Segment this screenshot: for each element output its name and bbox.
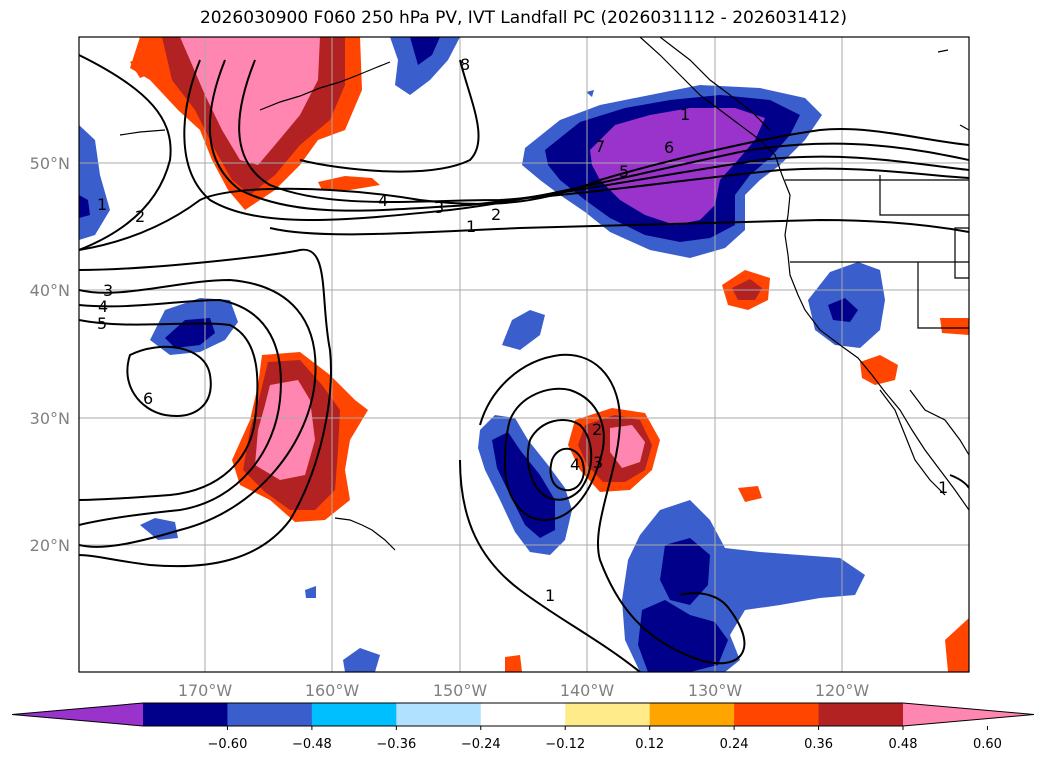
colorbar-tick-label: −0.48 bbox=[292, 737, 332, 752]
lon-label: 170°W bbox=[178, 681, 233, 700]
coastlines bbox=[119, 37, 969, 551]
contour-label: 4 bbox=[378, 191, 388, 210]
colorbar-segment bbox=[311, 703, 397, 726]
longitude-labels: 170°W 160°W 150°W 140°W 130°W 120°W bbox=[178, 681, 870, 700]
lat-label: 30°N bbox=[30, 409, 70, 428]
lon-label: 150°W bbox=[433, 681, 488, 700]
contour-label: 1 bbox=[545, 586, 555, 605]
lon-label: 140°W bbox=[560, 681, 615, 700]
colorbar-segment bbox=[480, 703, 566, 726]
colorbar-segment bbox=[734, 703, 820, 726]
colorbar-tick-label: 0.24 bbox=[720, 737, 749, 752]
colorbar-outline bbox=[11, 702, 1035, 727]
contour-label: 1 bbox=[466, 217, 476, 236]
contour-label: 6 bbox=[664, 138, 674, 157]
map-frame bbox=[78, 36, 970, 673]
colorbar-tick-label: −0.24 bbox=[461, 737, 501, 752]
contour-label: 2 bbox=[491, 205, 501, 224]
north-america-coast bbox=[639, 37, 969, 511]
colorbar-segment bbox=[227, 703, 313, 726]
contour-label: 1 bbox=[938, 478, 948, 497]
colorbar-tick-label: −0.60 bbox=[208, 737, 248, 752]
colorbar-tick-label: −0.36 bbox=[376, 737, 416, 752]
colorbar-extend-max bbox=[903, 703, 1034, 726]
contour-label: 4 bbox=[98, 297, 108, 316]
graticule bbox=[79, 37, 969, 672]
colorbar-tick-label: 0.12 bbox=[635, 737, 664, 752]
colorbar-segment bbox=[565, 703, 651, 726]
contour-label: 5 bbox=[619, 162, 629, 181]
map-title: 2026030900 F060 250 hPa PV, IVT Landfall… bbox=[199, 8, 847, 28]
contour-label: 3 bbox=[103, 281, 113, 300]
colorbar-extend-min bbox=[12, 703, 143, 726]
contour-label: 2 bbox=[135, 207, 145, 226]
contour-label: 5 bbox=[97, 314, 107, 333]
contour-label-group: 8 1 2 4 3 2 1 7 6 5 3 4 5 6 1 2 3 4 1 1 bbox=[97, 55, 948, 605]
colorbar-segment bbox=[396, 703, 482, 726]
contour-label: 3 bbox=[593, 453, 603, 472]
contour-label: 4 bbox=[570, 455, 580, 474]
aleutian-islands bbox=[259, 61, 391, 111]
lon-label: 130°W bbox=[688, 681, 743, 700]
lat-label: 20°N bbox=[30, 536, 70, 555]
lon-label: 120°W bbox=[815, 681, 870, 700]
mexico-coast bbox=[909, 389, 969, 456]
contour-label: 3 bbox=[434, 198, 444, 217]
hawaii-islands bbox=[334, 517, 396, 551]
baja-california-coast bbox=[879, 389, 946, 496]
contour-label: 1 bbox=[680, 105, 690, 124]
colorbar-tick-label: 0.36 bbox=[804, 737, 833, 752]
contour-label: 7 bbox=[595, 137, 605, 156]
colorbar: −0.60 −0.48 −0.36 −0.24 −0.12 0.12 0.24 0.36 0.4… bbox=[11, 702, 1035, 752]
colorbar-tick-label: 0.60 bbox=[973, 737, 1002, 752]
contour-label: 6 bbox=[143, 389, 153, 408]
latitude-labels: 50°N 40°N 30°N 20°N bbox=[30, 154, 70, 555]
lon-label: 160°W bbox=[305, 681, 360, 700]
ivt-contours bbox=[79, 54, 969, 672]
pv-shading-layer bbox=[79, 37, 969, 672]
lat-label: 40°N bbox=[30, 281, 70, 300]
colorbar-segment bbox=[649, 703, 735, 726]
contour-label: 8 bbox=[460, 55, 470, 74]
colorbar-tick-label: 0.48 bbox=[889, 737, 918, 752]
colorbar-tick-label: −0.12 bbox=[545, 737, 585, 752]
colorbar-segment bbox=[818, 703, 904, 726]
contour-label: 2 bbox=[592, 420, 602, 439]
colorbar-segment bbox=[143, 703, 228, 726]
lat-label: 50°N bbox=[30, 154, 70, 173]
contour-label: 1 bbox=[97, 195, 107, 214]
